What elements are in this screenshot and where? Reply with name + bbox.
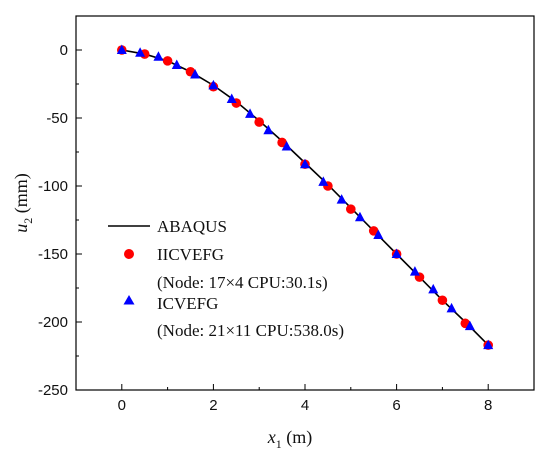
series-layer	[116, 44, 494, 350]
point-icvefg	[373, 229, 384, 239]
plot-frame	[75, 15, 535, 391]
x-tick-label: 0	[118, 397, 126, 414]
point-icvefg	[409, 266, 420, 276]
point-icvefg	[391, 248, 402, 258]
point-iicvefg	[162, 56, 173, 66]
y-tick-label: -50	[46, 110, 68, 127]
legend-label-abaqus: ABAQUS	[157, 217, 227, 236]
point-icvefg	[446, 302, 457, 313]
y-tick-label: -100	[38, 178, 68, 195]
point-icvefg	[153, 51, 164, 61]
point-icvefg	[135, 47, 146, 57]
x-tick-label: 8	[484, 397, 492, 414]
legend-note-iicvefg: (Node: 17×4 CPU:30.1s)	[157, 273, 328, 292]
legend-label-icvefg: ICVEFG	[157, 294, 218, 313]
point-iicvefg	[368, 226, 379, 236]
legend-note-icvefg: (Node: 21×11 CPU:538.0s)	[157, 321, 344, 340]
point-icvefg	[281, 141, 292, 151]
y-tick-label: 0	[60, 42, 68, 59]
point-icvefg	[171, 59, 182, 69]
legend: ABAQUS IICVEFG (Node: 17×4 CPU:30.1s) IC…	[108, 217, 344, 340]
x-tick-label: 2	[209, 397, 217, 414]
tick-layer: 0 2 4 6 8 0 -50 -100 -150 -200 -250	[38, 15, 535, 414]
point-icvefg	[336, 194, 347, 204]
point-icvefg	[190, 68, 201, 79]
point-icvefg	[354, 211, 365, 222]
legend-swatch-iicvefg	[124, 249, 134, 259]
legend-swatch-icvefg	[123, 295, 135, 305]
point-icvefg	[428, 283, 439, 294]
point-iicvefg	[346, 204, 356, 214]
point-icvefg	[226, 93, 237, 103]
x-axis-title: x1 (m)	[267, 427, 313, 451]
y-tick-label: -200	[38, 314, 68, 331]
point-icvefg	[300, 158, 310, 169]
point-iicvefg	[277, 137, 287, 148]
legend-label-iicvefg: IICVEFG	[157, 245, 224, 264]
point-icvefg	[116, 44, 127, 54]
point-icvefg	[208, 79, 219, 90]
point-iicvefg	[437, 295, 448, 306]
point-icvefg	[245, 108, 256, 118]
point-icvefg	[483, 339, 494, 350]
point-iicvefg	[254, 117, 264, 127]
point-icvefg	[318, 176, 329, 186]
point-icvefg	[464, 320, 475, 331]
point-icvefg	[263, 124, 274, 135]
y-tick-label: -150	[38, 246, 68, 263]
y-tick-label: -250	[38, 382, 68, 399]
x-tick-label: 4	[301, 397, 309, 414]
x-tick-label: 6	[392, 397, 400, 414]
y-axis-title: u2 (mm)	[11, 173, 35, 233]
